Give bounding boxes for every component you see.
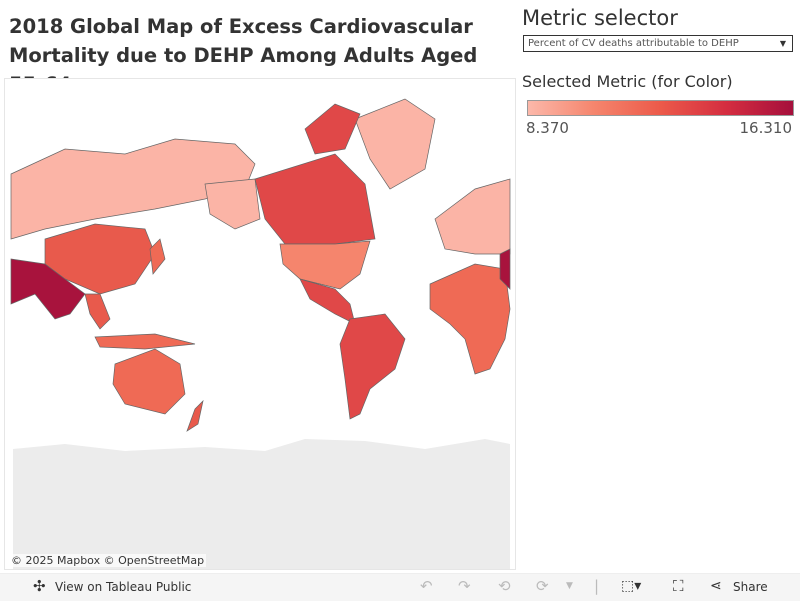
india-south-asia[interactable] (10, 258, 86, 320)
japan[interactable] (149, 238, 166, 275)
share-icon[interactable]: ⋖ (710, 578, 722, 594)
legend-max: 16.310 (739, 119, 793, 137)
antarctica (13, 439, 510, 569)
share-button[interactable]: Share (733, 580, 768, 594)
download-icon[interactable]: ⬚▾ (621, 578, 642, 594)
tableau-logo-icon: ✣ (33, 577, 46, 595)
arctic-islands[interactable] (304, 103, 361, 155)
indonesia[interactable] (94, 333, 196, 350)
legend-min: 8.370 (526, 119, 569, 137)
metric-selector-label: Metric selector (522, 6, 678, 30)
divider: | (594, 577, 600, 595)
fullscreen-icon[interactable]: ⛶ (673, 577, 684, 595)
canada[interactable] (254, 153, 376, 245)
metric-dropdown[interactable]: Percent of CV deaths attributable to DEH… (523, 35, 793, 52)
legend-title: Selected Metric (for Color) (522, 72, 733, 91)
refresh-dropdown-icon[interactable]: ▼ (566, 581, 573, 591)
undo-icon[interactable]: ↶ (420, 577, 433, 595)
middle-east[interactable] (499, 248, 511, 290)
south-america[interactable] (339, 313, 406, 420)
dropdown-arrow-icon: ▼ (779, 39, 786, 48)
metric-dropdown-value: Percent of CV deaths attributable to DEH… (528, 38, 739, 49)
map-canvas[interactable] (5, 79, 515, 569)
new-zealand[interactable] (186, 399, 204, 432)
southeast-asia[interactable] (84, 293, 111, 330)
africa[interactable] (429, 263, 511, 375)
redo-icon[interactable]: ↷ (458, 577, 471, 595)
view-on-tableau-link[interactable]: View on Tableau Public (55, 580, 192, 594)
color-legend-ramp (527, 100, 794, 116)
footer-toolbar: ✣ View on Tableau Public ↶ ↷ ⟲ ⟳ ▼ | ⬚▾ … (0, 573, 800, 601)
revert-icon[interactable]: ⟲ (498, 577, 511, 595)
europe[interactable] (434, 178, 511, 255)
australia[interactable] (112, 348, 186, 415)
usa[interactable] (279, 240, 371, 290)
choropleth-map[interactable]: © 2025 Mapbox © OpenStreetMap (4, 78, 516, 570)
map-attribution[interactable]: © 2025 Mapbox © OpenStreetMap (9, 554, 207, 567)
refresh-icon[interactable]: ⟳ (536, 577, 549, 595)
greenland[interactable] (354, 98, 436, 190)
alaska[interactable] (204, 178, 261, 230)
